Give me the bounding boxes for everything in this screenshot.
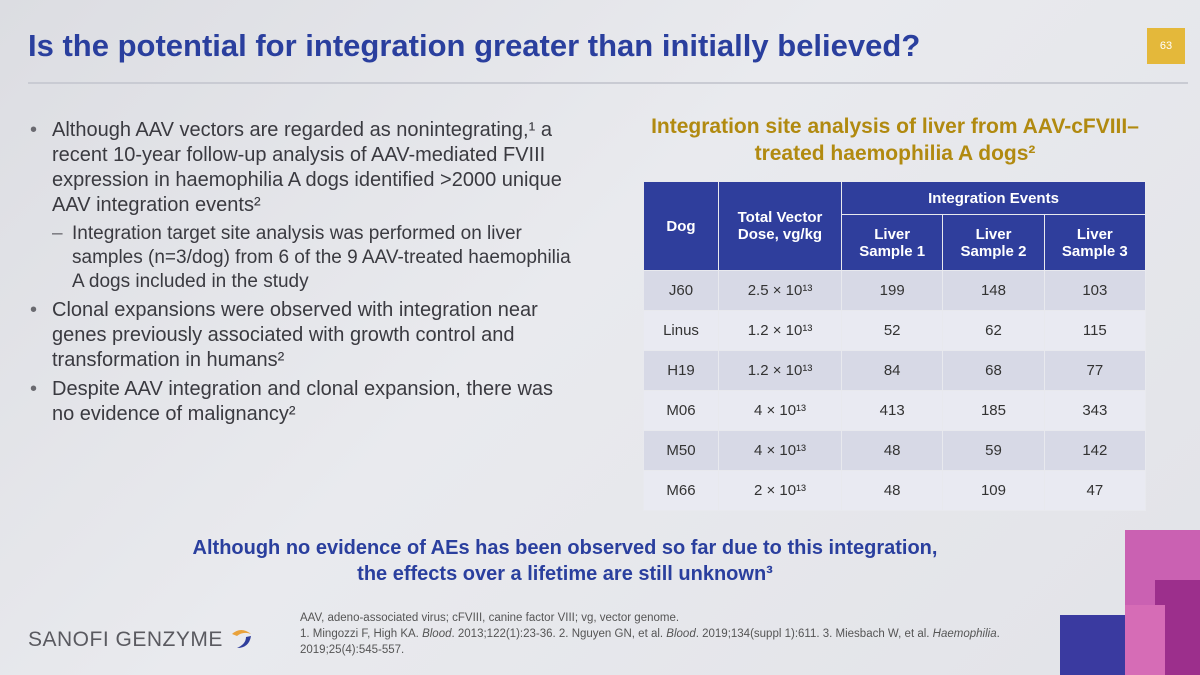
table-cell: 2 × 10¹³ <box>718 470 842 511</box>
table-cell: 4 × 10¹³ <box>718 430 842 471</box>
table-cell: 59 <box>942 430 1045 471</box>
table-cell: J60 <box>643 270 719 311</box>
table-cell: 62 <box>942 310 1045 351</box>
reference-text: . 2013;122(1):23-36. 2. Nguyen GN, et al… <box>451 628 667 640</box>
table-row: M06 4 × 10¹³ 413 185 343 <box>643 390 1147 431</box>
table-cell: 48 <box>840 430 944 471</box>
table-cell: 109 <box>942 470 1045 511</box>
table-cell: 48 <box>840 470 944 511</box>
header-cell: Total Vector Dose, vg/kg <box>718 181 842 271</box>
table-cell: H19 <box>643 350 719 391</box>
table-row: J60 2.5 × 10¹³ 199 148 103 <box>643 270 1147 311</box>
table-body: J60 2.5 × 10¹³ 199 148 103 Linus 1.2 × 10¹³ 52 6… <box>643 270 1147 511</box>
table-cell: 343 <box>1043 390 1147 431</box>
data-table: Dog Total Vector Dose, vg/kg Integration… <box>643 181 1147 511</box>
table-cell: 199 <box>840 270 944 311</box>
table-row: H19 1.2 × 10¹³ 84 68 77 <box>643 350 1147 391</box>
journal: Haemophilia <box>932 628 997 640</box>
bullet: Despite AAV integration and clonal expan… <box>28 377 573 427</box>
footnotes: AAV, adeno-associated virus; cFVIII, can… <box>300 610 1060 658</box>
table-cell: 4 × 10¹³ <box>718 390 842 431</box>
references: 1. Mingozzi F, High KA. Blood. 2013;122(… <box>300 626 1060 658</box>
table-cell: M06 <box>643 390 719 431</box>
table-cell: 413 <box>840 390 944 431</box>
table-cell: 47 <box>1043 470 1147 511</box>
header-cell: Dog <box>643 181 719 271</box>
bullet: Clonal expansions were observed with int… <box>28 298 573 373</box>
abbreviations: AAV, adeno-associated virus; cFVIII, can… <box>300 612 680 624</box>
table-cell: 52 <box>840 310 944 351</box>
header-cell: Integration Events <box>841 181 1146 215</box>
logo-text: SANOFI GENZYME <box>28 628 223 651</box>
decoration <box>1060 530 1200 675</box>
table-row: M50 4 × 10¹³ 48 59 142 <box>643 430 1147 471</box>
logo-mark <box>232 630 252 648</box>
table-cell: 77 <box>1043 350 1147 391</box>
header-cell: Liver Sample 2 <box>942 214 1045 271</box>
reference-text: . 2019;134(suppl 1):611. 3. Miesbach W, … <box>695 628 933 640</box>
table-caption: Integration site analysis of liver from … <box>651 115 1139 165</box>
table-cell: 84 <box>840 350 944 391</box>
header-cell: Liver Sample 1 <box>840 214 944 271</box>
bullet-list: Although AAV vectors are regarded as non… <box>28 118 573 431</box>
header-cell: Liver Sample 3 <box>1043 214 1147 271</box>
table-cell: 1.2 × 10¹³ <box>718 350 842 391</box>
table-cell: 68 <box>942 350 1045 391</box>
table-cell: 103 <box>1043 270 1147 311</box>
divider <box>28 82 1188 84</box>
table-cell: M50 <box>643 430 719 471</box>
journal: Blood <box>422 628 452 640</box>
table-row: Linus 1.2 × 10¹³ 52 62 115 <box>643 310 1147 351</box>
conclusion: Although no evidence of AEs has been obs… <box>192 537 938 585</box>
table-cell: 115 <box>1043 310 1147 351</box>
table-row: M66 2 × 10¹³ 48 109 47 <box>643 470 1147 511</box>
sub-bullet: Integration target site analysis was per… <box>28 222 573 294</box>
table-cell: Linus <box>643 310 719 351</box>
slide-title: Is the potential for integration greater… <box>28 28 921 63</box>
journal: Blood <box>666 628 696 640</box>
bullet: Although AAV vectors are regarded as non… <box>28 118 573 218</box>
table-cell: 2.5 × 10¹³ <box>718 270 842 311</box>
reference-text: 1. Mingozzi F, High KA. <box>300 628 423 640</box>
page-number: 63 <box>1147 28 1185 64</box>
table-cell: 185 <box>942 390 1045 431</box>
table-cell: M66 <box>643 470 719 511</box>
reference-text: . 2019;25(4):545-557. <box>300 628 1000 656</box>
table-cell: 1.2 × 10¹³ <box>718 310 842 351</box>
table-cell: 148 <box>942 270 1045 311</box>
table-cell: 142 <box>1043 430 1147 471</box>
logo: SANOFI GENZYME <box>28 626 253 652</box>
